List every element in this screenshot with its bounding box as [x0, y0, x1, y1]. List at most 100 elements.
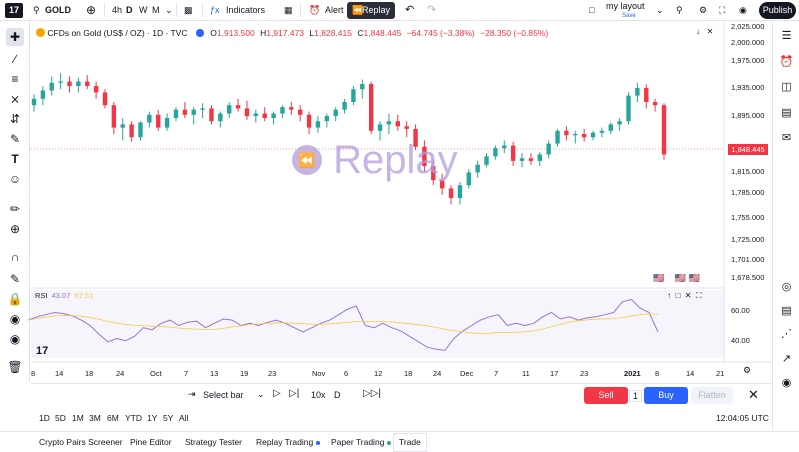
quick-search-icon[interactable]: ⚲: [676, 5, 683, 15]
rsi-legend[interactable]: RSI 43.07 57.51: [35, 291, 94, 300]
range-5y[interactable]: 5Y: [163, 413, 174, 423]
layout-dropdown-icon[interactable]: ⌄: [656, 5, 664, 15]
templates-icon[interactable]: ▦: [284, 5, 293, 15]
pattern-icon[interactable]: ⨯: [9, 92, 21, 106]
ruler-icon[interactable]: ✏: [9, 202, 21, 216]
close-replay-icon[interactable]: ✕: [748, 387, 759, 402]
search-icon[interactable]: ⚲: [33, 5, 40, 15]
tab-strategy-tester[interactable]: Strategy Tester: [185, 437, 243, 447]
crosshair-icon[interactable]: ✚: [6, 28, 24, 46]
range-6m[interactable]: 6M: [107, 413, 119, 423]
help-icon[interactable]: ◉: [781, 377, 792, 389]
snapshot-icon[interactable]: ◉: [739, 5, 747, 15]
fullscreen-icon[interactable]: ⛶: [719, 5, 726, 15]
pane-collapse-icon[interactable]: □: [675, 291, 681, 300]
notifications-icon[interactable]: ✉: [781, 132, 792, 144]
jump-to-realtime-icon[interactable]: ▷▷|: [363, 388, 381, 399]
us-event-icon[interactable]: 🇺🇸: [674, 273, 686, 283]
tab-paper-trading[interactable]: Paper Trading: [331, 432, 392, 452]
alert-button[interactable]: Alert: [325, 5, 344, 15]
clock[interactable]: 12:04:05 UTC: [716, 413, 769, 423]
range-1y[interactable]: 1Y: [147, 413, 158, 423]
range-1d[interactable]: 1D: [39, 413, 50, 423]
data-window-icon[interactable]: ▤: [781, 107, 792, 119]
calendar-icon[interactable]: ▤: [781, 305, 792, 317]
interval-w[interactable]: W: [139, 5, 148, 15]
tradingview-logo[interactable]: 17: [5, 3, 23, 18]
layers-icon[interactable]: ◫: [781, 81, 792, 93]
stay-in-drawing-icon[interactable]: ✎: [9, 272, 21, 286]
bar-style-icon[interactable]: ▩: [184, 5, 193, 15]
candle-body: [404, 126, 409, 129]
trend-line-icon[interactable]: ∕: [13, 52, 16, 66]
time-tick: Oct: [150, 369, 162, 378]
interval-4h[interactable]: 4h: [112, 5, 123, 15]
undo-icon[interactable]: ↶: [405, 4, 415, 16]
ideas-icon[interactable]: ⋰: [781, 328, 792, 340]
tab-replay-trading[interactable]: Replay Trading: [256, 432, 321, 452]
play-icon[interactable]: ▷: [273, 388, 281, 399]
pane-close-icon[interactable]: ✕: [684, 291, 692, 300]
emoji-icon[interactable]: ☺: [8, 172, 22, 186]
lock-icon[interactable]: 🔒: [7, 292, 23, 306]
time-tick: 2021: [624, 369, 641, 378]
indicators-icon[interactable]: ƒx: [210, 5, 220, 15]
scroll-down-icon[interactable]: ↓: [696, 27, 700, 36]
publish-button[interactable]: Publish: [759, 2, 796, 19]
layout-name[interactable]: my layout: [606, 1, 645, 11]
sell-button[interactable]: Sell: [584, 387, 628, 404]
layout-icon[interactable]: □: [589, 5, 595, 15]
visibility-icon[interactable]: ◉: [9, 312, 21, 326]
tab-crypto-pairs-screener[interactable]: Crypto Pairs Screener: [39, 437, 123, 447]
range-all[interactable]: All: [179, 413, 189, 423]
zoom-in-icon[interactable]: ⊕: [9, 222, 21, 236]
indicators-button[interactable]: Indicators: [226, 5, 266, 15]
quantity-field[interactable]: 1: [629, 390, 643, 402]
buy-button[interactable]: Buy: [644, 387, 688, 404]
trash-icon[interactable]: 🗑: [7, 360, 23, 374]
range-5d[interactable]: 5D: [55, 413, 66, 423]
watchlist-icon[interactable]: ☰: [781, 30, 792, 42]
tab-pine-editor[interactable]: Pine Editor: [130, 437, 172, 447]
replay-speed[interactable]: 10x: [311, 390, 326, 400]
redo-icon[interactable]: ↷: [427, 4, 437, 16]
replay-button[interactable]: ⏪ Replay: [347, 2, 395, 19]
economic-events-icons[interactable]: 🇺🇸 🇺🇸 🇺🇸: [653, 273, 700, 284]
time-tick: 17: [550, 369, 559, 378]
us-event-icon[interactable]: 🇺🇸: [653, 273, 665, 283]
candle-body: [493, 148, 498, 157]
range-1m[interactable]: 1M: [72, 413, 84, 423]
settings-icon[interactable]: ⚙: [699, 5, 708, 15]
streams-icon[interactable]: ↗: [781, 353, 792, 365]
alerts-icon[interactable]: ⏰: [779, 56, 794, 68]
replay-interval[interactable]: D: [334, 390, 341, 400]
brush-icon[interactable]: ✎: [9, 132, 21, 146]
forward-step-icon[interactable]: ▷|: [289, 388, 300, 399]
select-bar-icon[interactable]: ⇥: [188, 389, 196, 399]
time-axis-settings-icon[interactable]: ⚙: [743, 365, 752, 375]
tab-trade[interactable]: Trade: [393, 433, 427, 452]
pane-up-icon[interactable]: ↑: [667, 291, 671, 300]
range-3m[interactable]: 3M: [89, 413, 101, 423]
chart-close-icon[interactable]: ✕: [706, 27, 714, 36]
alert-icon[interactable]: ⏰: [309, 5, 321, 15]
magnet-icon[interactable]: ∩: [10, 250, 20, 264]
fib-retracement-icon[interactable]: ≡: [11, 72, 19, 86]
legend-title[interactable]: CFDs on Gold (US$ / OZ) · 1D · TVC: [47, 28, 188, 38]
select-bar-button[interactable]: Select bar: [203, 390, 244, 400]
symbol-search-button[interactable]: GOLD: [45, 5, 71, 15]
interval-d[interactable]: D: [126, 5, 133, 15]
compare-add-icon[interactable]: ⊕: [86, 3, 97, 17]
forecast-icon[interactable]: ⇵: [9, 112, 21, 126]
select-bar-dropdown-icon[interactable]: ⌄: [257, 389, 265, 399]
object-tree-icon[interactable]: ◉: [9, 332, 21, 346]
range-ytd[interactable]: YTD: [125, 413, 142, 423]
interval-m[interactable]: M: [152, 5, 160, 15]
text-icon[interactable]: T: [11, 152, 19, 166]
hotlists-icon[interactable]: ◎: [781, 281, 792, 293]
flatten-button[interactable]: Flatten: [691, 387, 733, 404]
pane-maximize-icon[interactable]: ⛶: [695, 291, 702, 300]
interval-dropdown-icon[interactable]: ⌄: [165, 5, 173, 15]
us-event-icon[interactable]: 🇺🇸: [688, 273, 700, 283]
